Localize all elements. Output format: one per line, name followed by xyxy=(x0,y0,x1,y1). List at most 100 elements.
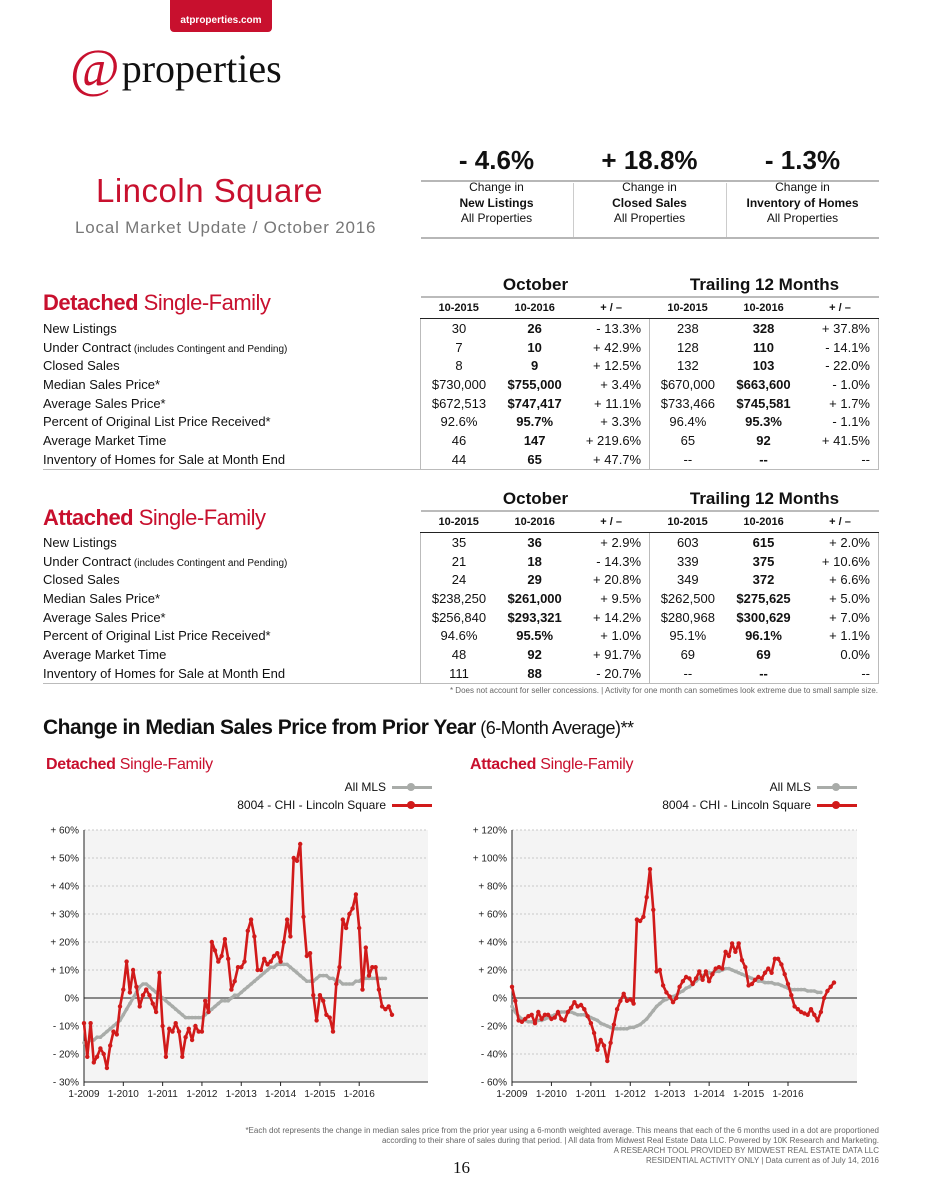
data-point-lincoln-square xyxy=(298,841,303,847)
data-point-all-mls xyxy=(380,976,384,981)
cell-trailing-change: + 41.5% xyxy=(801,431,879,450)
cell-trailing-curr: $663,600 xyxy=(736,376,791,392)
data-point-all-mls xyxy=(572,1011,577,1016)
data-point-lincoln-square xyxy=(683,974,689,980)
y-tick-label: - 40% xyxy=(481,1050,507,1061)
data-point-all-mls xyxy=(625,1027,629,1031)
data-point-lincoln-square xyxy=(301,914,306,919)
cell-trailing-curr: $275,625 xyxy=(736,590,791,606)
page-number: 16 xyxy=(453,1158,470,1177)
cell-trailing-change: - 1.1% xyxy=(801,412,879,432)
data-point-lincoln-square xyxy=(91,1060,97,1065)
data-point-lincoln-square xyxy=(805,1012,810,1017)
data-point-all-mls xyxy=(730,968,734,972)
data-point-lincoln-square xyxy=(366,973,372,978)
cell-trailing-curr: 375 xyxy=(752,553,775,569)
data-point-all-mls xyxy=(510,1004,514,1009)
x-tick-label: 1-2014 xyxy=(265,1089,297,1100)
cell-trailing-change: + 6.6% xyxy=(801,570,879,590)
data-point-lincoln-square xyxy=(101,1051,106,1057)
cell-month-prev: 24 xyxy=(420,570,497,590)
data-point-all-mls xyxy=(773,982,777,986)
cell-month-prev: 8 xyxy=(420,356,497,376)
data-point-lincoln-square xyxy=(242,959,247,964)
data-point-lincoln-square xyxy=(555,1009,561,1015)
x-tick-label: 1-2015 xyxy=(304,1089,336,1100)
cell-trailing-change: + 10.6% xyxy=(801,551,879,571)
data-point-all-mls xyxy=(628,1025,633,1030)
cell-month-change: + 20.8% xyxy=(593,572,642,588)
y-tick-label: + 40% xyxy=(50,882,79,893)
page-subtitle: Local Market Update / October 2016 xyxy=(75,218,377,237)
data-point-lincoln-square xyxy=(595,1047,600,1052)
data-point-lincoln-square xyxy=(779,962,784,967)
cell-trailing-curr: 95.3% xyxy=(745,414,782,430)
detached-chart-subtitle: Detached Single-Family xyxy=(46,756,213,773)
table-row: Under Contract (includes Contingent and … xyxy=(43,551,879,571)
cell-month-change: + 91.7% xyxy=(593,646,642,662)
data-point-lincoln-square xyxy=(795,1007,801,1012)
data-point-lincoln-square xyxy=(271,953,277,959)
data-point-lincoln-square xyxy=(281,939,286,945)
kpi-scope: All Properties xyxy=(460,211,533,225)
data-point-all-mls xyxy=(128,1001,132,1006)
data-point-lincoln-square xyxy=(196,1029,201,1034)
cell-trailing-change: + 1.7% xyxy=(801,393,879,413)
y-tick-label: + 100% xyxy=(473,854,507,865)
data-point-lincoln-square xyxy=(644,895,649,900)
data-point-all-mls xyxy=(183,1015,188,1020)
data-point-all-mls xyxy=(727,966,731,971)
cell-month-curr: 10 xyxy=(527,339,542,355)
data-point-lincoln-square xyxy=(193,1023,198,1029)
data-point-lincoln-square xyxy=(743,965,748,970)
data-point-lincoln-square xyxy=(513,998,518,1003)
data-point-lincoln-square xyxy=(222,937,228,942)
y-tick-label: + 120% xyxy=(473,826,507,837)
data-point-all-mls xyxy=(341,982,345,986)
data-point-lincoln-square xyxy=(562,1018,567,1023)
data-point-lincoln-square xyxy=(677,984,682,989)
site-url-tab[interactable]: atproperties.com xyxy=(170,0,272,32)
data-point-all-mls xyxy=(543,1017,547,1021)
data-point-all-mls xyxy=(575,1013,580,1017)
cell-month-prev: 35 xyxy=(420,532,497,552)
y-tick-label: - 20% xyxy=(481,1022,507,1033)
data-point-lincoln-square xyxy=(749,981,755,987)
data-point-lincoln-square xyxy=(321,998,326,1003)
y-tick-label: + 20% xyxy=(478,966,507,977)
data-point-lincoln-square xyxy=(792,1004,797,1009)
data-point-lincoln-square xyxy=(252,934,257,939)
cell-trailing-prev: 65 xyxy=(649,431,726,450)
data-point-lincoln-square xyxy=(608,1040,613,1045)
data-point-lincoln-square xyxy=(812,1012,817,1017)
data-point-all-mls xyxy=(766,980,771,985)
data-point-all-mls xyxy=(305,979,309,983)
data-point-lincoln-square xyxy=(121,987,126,992)
data-point-lincoln-square xyxy=(536,1009,541,1015)
x-tick-label: 1-2012 xyxy=(186,1089,218,1100)
cell-trailing-curr: 96.1% xyxy=(745,628,782,644)
data-point-all-mls xyxy=(151,987,155,992)
data-point-lincoln-square xyxy=(140,993,146,998)
cell-month-change: + 3.3% xyxy=(600,414,642,430)
data-point-lincoln-square xyxy=(183,1035,188,1040)
data-point-all-mls xyxy=(101,1032,106,1037)
data-point-lincoln-square xyxy=(559,1016,564,1022)
data-point-lincoln-square xyxy=(726,953,732,959)
data-point-lincoln-square xyxy=(674,995,679,1001)
data-point-all-mls xyxy=(687,985,692,989)
cell-month-prev: $256,840 xyxy=(420,607,497,627)
data-point-all-mls xyxy=(301,976,306,981)
col-header: + / – xyxy=(572,296,650,319)
kpi-scope: All Properties xyxy=(766,211,839,225)
data-point-all-mls xyxy=(226,999,230,1003)
x-tick-label: 1-2010 xyxy=(108,1089,140,1100)
data-point-lincoln-square xyxy=(614,1007,620,1012)
data-point-lincoln-square xyxy=(170,1029,175,1034)
data-point-lincoln-square xyxy=(268,959,273,964)
cell-trailing-change: + 1.1% xyxy=(801,626,879,646)
data-point-all-mls xyxy=(579,1013,583,1017)
data-point-lincoln-square xyxy=(628,997,633,1002)
cell-trailing-change: -- xyxy=(801,663,879,684)
data-point-all-mls xyxy=(799,987,803,992)
